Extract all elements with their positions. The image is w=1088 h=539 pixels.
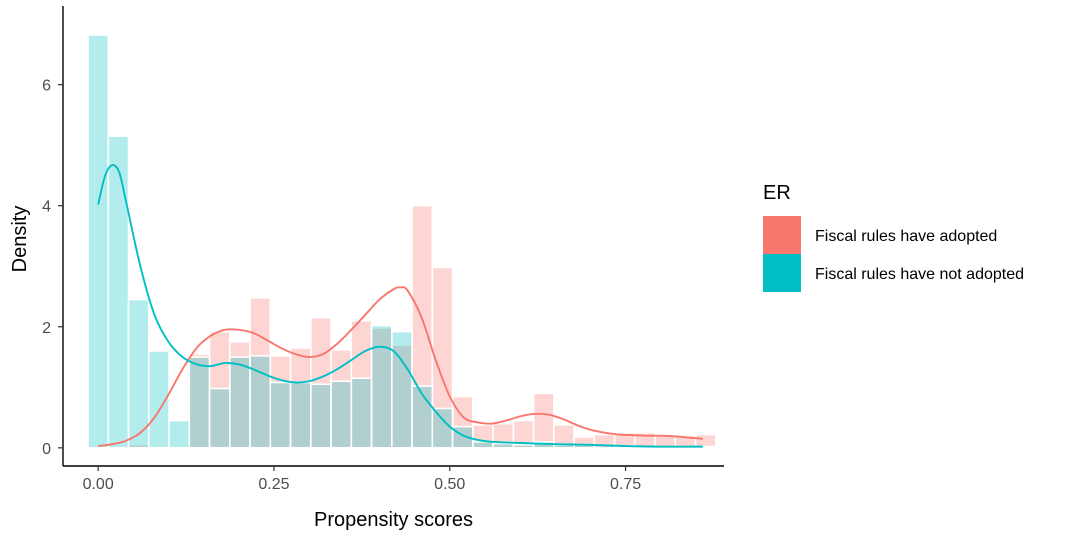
legend-label: Fiscal rules have adopted	[815, 228, 997, 245]
histogram-bar-not-adopted	[370, 324, 393, 449]
histogram-bar-not-adopted	[289, 381, 312, 449]
histogram-bar-not-adopted	[391, 330, 413, 449]
y-axis-title: Density	[9, 206, 31, 273]
x-tick-label: 0.00	[83, 476, 114, 493]
x-axis-title: Propensity scores	[314, 509, 473, 531]
histogram-bar-not-adopted	[87, 34, 110, 449]
histogram-bar-adopted	[532, 392, 555, 449]
density-curve-adopted	[98, 286, 703, 447]
histogram-bar-not-adopted	[188, 356, 211, 449]
histogram-bar-not-adopted	[147, 350, 170, 449]
x-tick-label: 0.75	[610, 476, 641, 493]
legend-label: Fiscal rules have not adopted	[815, 266, 1024, 283]
density-curve-not-adopted	[97, 164, 703, 448]
x-tick-label: 0.25	[258, 476, 289, 493]
histogram-bar-not-adopted	[269, 381, 292, 449]
legend-swatch	[763, 254, 801, 292]
histogram-bar-not-adopted	[350, 377, 373, 449]
legend-swatch	[763, 216, 801, 254]
histogram-bar-not-adopted	[431, 407, 454, 449]
x-tick-label: 0.50	[434, 476, 465, 493]
y-tick-label: 2	[42, 320, 51, 337]
histogram-bar-not-adopted	[472, 440, 494, 449]
histogram-bar-not-adopted	[127, 298, 150, 449]
histogram-bar-not-adopted	[107, 135, 130, 449]
histogram-bar-not-adopted	[492, 442, 515, 449]
y-tick-label: 0	[42, 441, 51, 458]
histogram-bar-not-adopted	[228, 356, 251, 449]
legend-title: ER	[763, 182, 791, 204]
histogram-bar-not-adopted	[310, 383, 332, 449]
y-tick-label: 4	[42, 199, 51, 216]
y-tick-label: 6	[42, 78, 51, 95]
histogram-bar-not-adopted	[208, 387, 231, 449]
histogram-bar-not-adopted	[330, 380, 353, 449]
histogram-bar-not-adopted	[168, 419, 191, 449]
histogram-bar-not-adopted	[512, 444, 535, 449]
